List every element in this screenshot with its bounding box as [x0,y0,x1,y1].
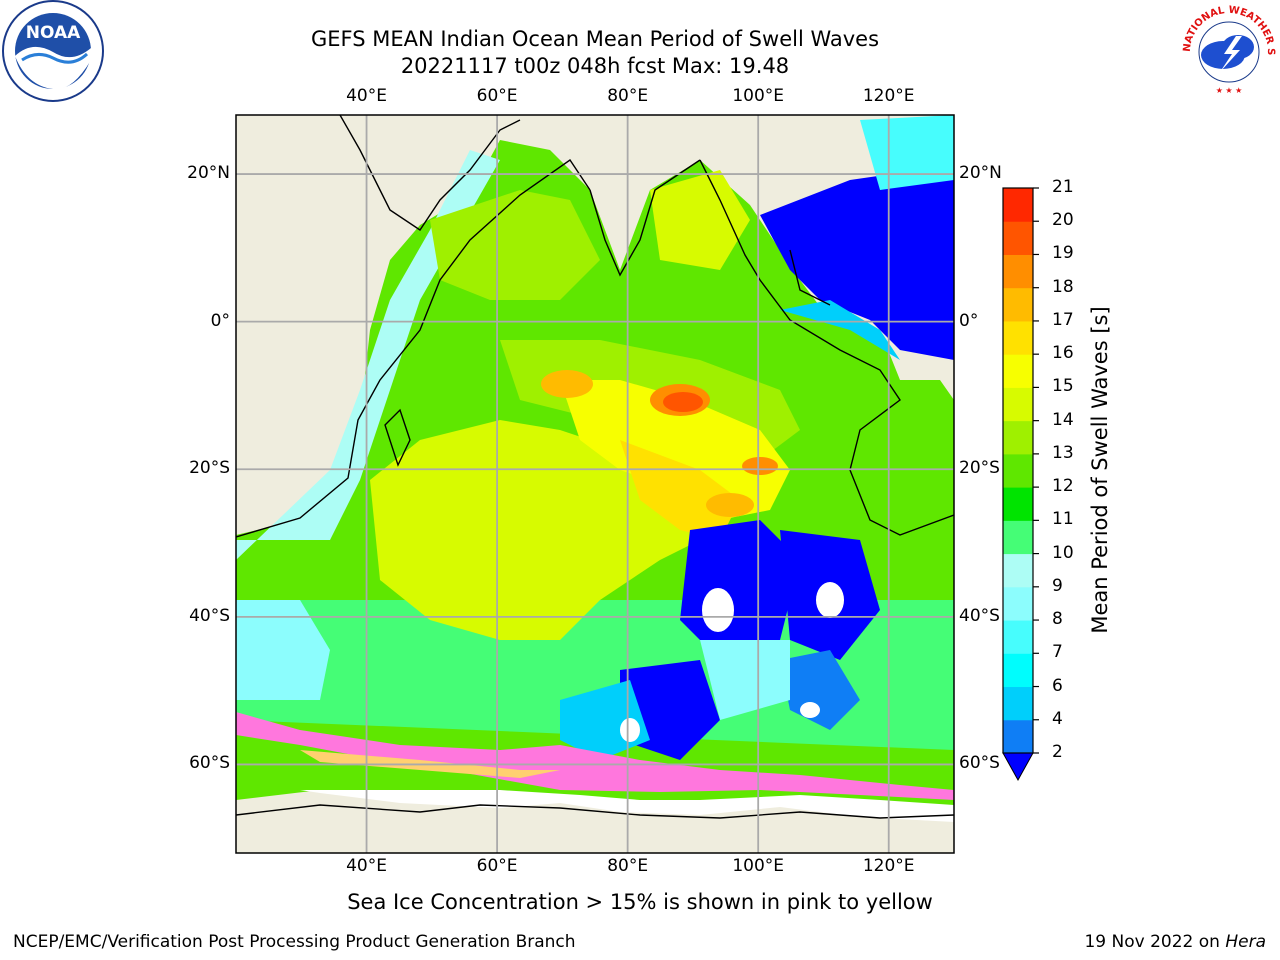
colorbar-tick-label: 11 [1052,509,1074,530]
colorbar-tick-label: 19 [1052,243,1074,264]
colorbar-tick-label: 16 [1052,343,1074,364]
map-subtitle: 20221117 t00z 048h fcst Max: 19.48 [400,54,790,78]
noaa-logo: NOAA [2,0,104,102]
colorbar-tick-label: 18 [1052,276,1074,297]
colorbar-tick-label: 9 [1052,575,1063,596]
colorbar-segment [1003,520,1033,555]
colorbar-segment [1003,653,1033,688]
map-frame [235,114,955,854]
colorbar-segment [1003,420,1033,455]
lon-label: 60°E [476,856,518,876]
colorbar-segment [1003,686,1033,721]
map-title: GEFS MEAN Indian Ocean Mean Period of Sw… [310,27,880,51]
colorbar-segment [1003,221,1033,255]
colorbar-segment [1003,586,1033,621]
colorbar-tick-label: 13 [1052,442,1074,463]
colorbar-tick-label: 10 [1052,542,1074,563]
lon-label: 80°E [607,856,649,876]
colorbar-segment [1003,254,1033,289]
colorbar-segment [1003,188,1033,222]
colorbar-segment [1003,620,1033,654]
coastlines [236,115,954,819]
lat-label: 40°S [959,605,1000,626]
lon-label: 100°E [732,86,785,106]
colorbar-tick-label: 17 [1052,309,1074,330]
nws-logo: NATIONAL WEATHER SERVICE ★ ★ ★ [1174,0,1280,100]
footer-date: 19 Nov 2022 on Hera [1084,932,1266,952]
sea-ice-caption: Sea Ice Concentration > 15% is shown in … [347,890,933,914]
lat-label: 40°S [189,605,230,626]
colorbar-tick-label: 20 [1052,210,1074,231]
footer-host: Hera [1225,932,1266,952]
colorbar-segment [1003,387,1033,422]
lat-label: 60°S [959,753,1000,774]
footer-date-text: 19 Nov 2022 on [1084,932,1226,952]
lon-label: 60°E [476,86,518,106]
lon-label: 120°E [862,856,915,876]
colorbar-tick-label: 14 [1052,409,1074,430]
colorbar-segment [1003,487,1033,521]
footer-organization: NCEP/EMC/Verification Post Processing Pr… [13,932,576,952]
colorbar-under-extension [1002,752,1034,782]
lat-label: 0° [210,310,230,331]
swell-period-field [236,115,954,853]
lon-label: 80°E [607,86,649,106]
colorbar-segment [1003,354,1033,388]
lat-label: 20°N [187,163,230,184]
colorbar-tick-label: 2 [1052,742,1063,762]
colorbar-tick-label: 12 [1052,476,1074,497]
lon-label: 40°E [346,856,387,876]
lat-label: 0° [959,310,979,331]
colorbar-tick-label: 7 [1052,642,1063,663]
colorbar-tick-label: 21 [1052,177,1074,197]
colorbar-outline [1002,187,1034,754]
colorbar [1002,187,1039,782]
colorbar-segment [1003,287,1033,322]
colorbar-tick-label: 15 [1052,376,1074,397]
graticule [236,115,954,853]
svg-text:★ ★ ★: ★ ★ ★ [1216,86,1243,95]
colorbar-segment [1003,719,1033,754]
lat-label: 60°S [189,753,230,774]
colorbar-title: Mean Period of Swell Waves [s] [1088,306,1112,634]
svg-text:NOAA: NOAA [26,23,81,43]
colorbar-segment [1003,553,1033,588]
colorbar-tick-label: 6 [1052,675,1063,696]
lat-label: 20°S [959,458,1000,479]
colorbar-segment [1003,320,1033,355]
colorbar-tick-label: 4 [1052,708,1063,729]
colorbar-tick-label: 8 [1052,609,1063,630]
lon-label: 120°E [862,86,915,106]
lon-label: 40°E [346,86,387,106]
colorbar-segment [1003,453,1033,488]
lat-label: 20°S [189,458,230,479]
lon-label: 100°E [732,856,785,876]
lat-label: 20°N [959,163,1002,184]
